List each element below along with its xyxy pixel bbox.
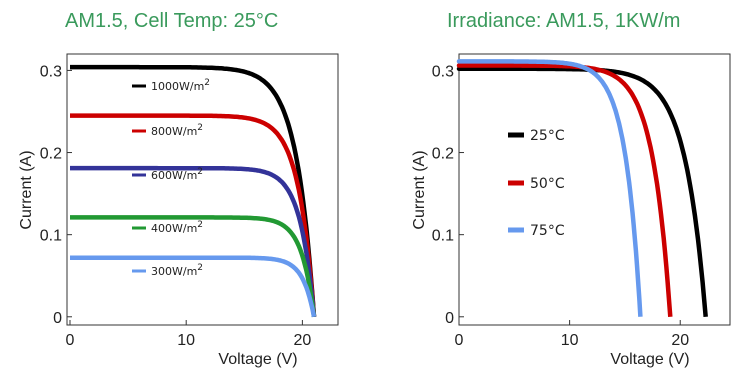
chart-2-series-1 [456, 63, 673, 317]
chart-1-legend-label-4: 300W/m2 [151, 263, 203, 278]
chart-1-legend-sup-4: 2 [197, 263, 203, 273]
chart-1-ticks: 0 10 20 0 0.1 0.2 0.3 [40, 63, 312, 349]
chart-2-ytick-1: 0.1 [432, 228, 454, 245]
chart-2-ytick-0: 0 [445, 310, 454, 327]
chart-1-title: AM1.5, Cell Temp: 25°C [65, 10, 278, 32]
chart-1-legend: 1000W/m2 800W/m2 600W/m2 400W/m2 300W/m2 [132, 78, 210, 278]
chart-1-legend-label-0: 1000W/m2 [151, 78, 210, 93]
chart-2-ylabel: Current (A) [411, 150, 428, 229]
chart-1-legend-label-1: 800W/m2 [151, 123, 203, 138]
chart-1-series-2 [69, 165, 317, 318]
chart-1-legend-sup-3: 2 [197, 220, 203, 230]
chart-2-plot-frame [458, 53, 731, 326]
chart-2-legend-label-0: 25°C [530, 128, 565, 144]
chart-1-series-4 [69, 255, 317, 318]
chart-1-legend-sup-0: 2 [204, 78, 210, 88]
chart-2-xtick-0: 0 [455, 332, 464, 349]
chart-2-ytick-2: 0.2 [432, 146, 454, 163]
chart-1-ylabel: Current (A) [18, 150, 35, 229]
chart-2-ytick-3: 0.3 [432, 63, 454, 80]
chart-2-xlabel: Voltage (V) [610, 351, 689, 368]
chart-1-series-0 [69, 64, 317, 317]
chart-1-xlabel: Voltage (V) [218, 351, 297, 368]
chart-1-ytick-2: 0.2 [40, 146, 62, 163]
chart-2-xtick-2: 20 [671, 332, 689, 349]
chart-2-series [456, 59, 708, 318]
chart-1-legend-sup-2: 2 [197, 167, 203, 177]
chart-1-ytick-1: 0.1 [40, 228, 62, 245]
chart-1-xtick-0: 0 [66, 332, 75, 349]
chart-2-ticks: 0 10 20 0 0.1 0.2 0.3 [432, 63, 689, 349]
chart-2-title: Irradiance: AM1.5, 1KW/m [447, 10, 680, 32]
chart-1-legend-sup-1: 2 [197, 123, 203, 133]
chart-1-legend-label-3: 400W/m2 [151, 220, 203, 235]
chart-1-xtick-1: 10 [177, 332, 195, 349]
chart-1-ytick-3: 0.3 [40, 63, 62, 80]
chart-2-xtick-1: 10 [561, 332, 579, 349]
chart-2-legend-label-2: 75°C [530, 223, 565, 239]
chart-irradiance: AM1.5, Cell Temp: 25°C Voltage (V) Curre… [18, 10, 339, 368]
chart-2-legend-label-1: 50°C [530, 176, 565, 192]
chart-1-ytick-0: 0 [53, 310, 62, 327]
chart-1-plot-frame [66, 53, 339, 326]
chart-2-series-0 [456, 66, 708, 318]
chart-temperature: Irradiance: AM1.5, 1KW/m Voltage (V) Cur… [411, 10, 731, 368]
chart-1-legend-label-2: 600W/m2 [151, 167, 203, 182]
chart-1-series-1 [69, 113, 317, 317]
chart-1-series [69, 64, 317, 318]
chart-2-series-2 [456, 59, 643, 317]
chart-1-xtick-2: 20 [293, 332, 311, 349]
chart-2-legend: 25°C 50°C 75°C [508, 128, 565, 239]
chart-1-series-3 [69, 215, 317, 318]
